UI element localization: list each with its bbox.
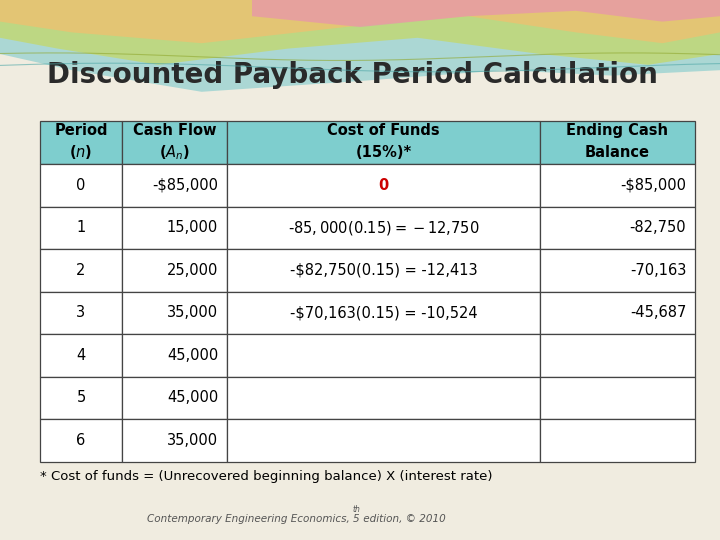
Bar xyxy=(40,206,122,249)
Text: -82,750: -82,750 xyxy=(629,220,686,235)
Polygon shape xyxy=(0,0,720,43)
Text: 6: 6 xyxy=(76,433,86,448)
Text: * Cost of funds = (Unrecovered beginning balance) X (interest rate): * Cost of funds = (Unrecovered beginning… xyxy=(40,470,492,483)
Bar xyxy=(227,249,540,292)
Text: -70,163: -70,163 xyxy=(630,263,686,278)
Polygon shape xyxy=(0,0,720,92)
Bar xyxy=(540,206,695,249)
Bar xyxy=(227,206,540,249)
Text: (15%)*: (15%)* xyxy=(355,145,412,160)
Text: ($A_n$): ($A_n$) xyxy=(159,143,190,162)
Bar xyxy=(122,206,227,249)
Text: 1: 1 xyxy=(76,220,86,235)
Bar xyxy=(40,164,122,206)
Bar xyxy=(540,249,695,292)
Bar xyxy=(540,292,695,334)
Bar xyxy=(122,377,227,419)
Bar xyxy=(122,334,227,377)
Bar xyxy=(227,164,540,206)
Bar xyxy=(122,249,227,292)
Bar xyxy=(0,0,720,97)
Text: -$85,000: -$85,000 xyxy=(152,178,218,193)
Text: -$70,163(0.15) = -10,524: -$70,163(0.15) = -10,524 xyxy=(289,305,477,320)
Text: ($n$): ($n$) xyxy=(69,144,93,161)
Text: Balance: Balance xyxy=(585,145,650,160)
Text: 25,000: 25,000 xyxy=(167,263,218,278)
Text: 35,000: 35,000 xyxy=(167,433,218,448)
Bar xyxy=(40,122,122,164)
Bar xyxy=(40,419,122,462)
Bar xyxy=(40,292,122,334)
Text: Ending Cash: Ending Cash xyxy=(567,123,668,138)
Bar xyxy=(122,164,227,206)
Bar xyxy=(227,419,540,462)
Text: 0: 0 xyxy=(76,178,86,193)
Bar xyxy=(540,419,695,462)
Text: th: th xyxy=(352,505,360,514)
Bar xyxy=(227,122,540,164)
Text: Cost of Funds: Cost of Funds xyxy=(327,123,440,138)
Text: -$85,000: -$85,000 xyxy=(620,178,686,193)
Text: 15,000: 15,000 xyxy=(167,220,218,235)
Bar xyxy=(40,334,122,377)
Bar xyxy=(540,164,695,206)
Bar xyxy=(227,334,540,377)
Text: -45,687: -45,687 xyxy=(630,305,686,320)
Text: 3: 3 xyxy=(76,305,86,320)
Text: 4: 4 xyxy=(76,348,86,363)
Text: 45,000: 45,000 xyxy=(167,348,218,363)
Text: 35,000: 35,000 xyxy=(167,305,218,320)
Text: 2: 2 xyxy=(76,263,86,278)
Bar xyxy=(227,292,540,334)
Bar xyxy=(227,377,540,419)
Text: Discounted Payback Period Calculation: Discounted Payback Period Calculation xyxy=(47,61,657,89)
Bar xyxy=(540,377,695,419)
Text: 5: 5 xyxy=(76,390,86,406)
Text: 45,000: 45,000 xyxy=(167,390,218,406)
Bar xyxy=(122,419,227,462)
Text: Contemporary Engineering Economics, 5: Contemporary Engineering Economics, 5 xyxy=(148,515,360,524)
Text: edition, © 2010: edition, © 2010 xyxy=(360,515,446,524)
Text: Cash Flow: Cash Flow xyxy=(133,123,216,138)
Bar xyxy=(540,334,695,377)
Polygon shape xyxy=(252,0,720,27)
Text: 0: 0 xyxy=(378,178,389,193)
Text: -$85,000(0.15) = -$12,750: -$85,000(0.15) = -$12,750 xyxy=(288,219,479,237)
Text: -$82,750(0.15) = -12,413: -$82,750(0.15) = -12,413 xyxy=(289,263,477,278)
Polygon shape xyxy=(0,0,720,65)
Bar xyxy=(122,122,227,164)
Bar xyxy=(40,249,122,292)
Text: Period: Period xyxy=(54,123,108,138)
Bar xyxy=(40,377,122,419)
Bar xyxy=(122,292,227,334)
Bar xyxy=(540,122,695,164)
